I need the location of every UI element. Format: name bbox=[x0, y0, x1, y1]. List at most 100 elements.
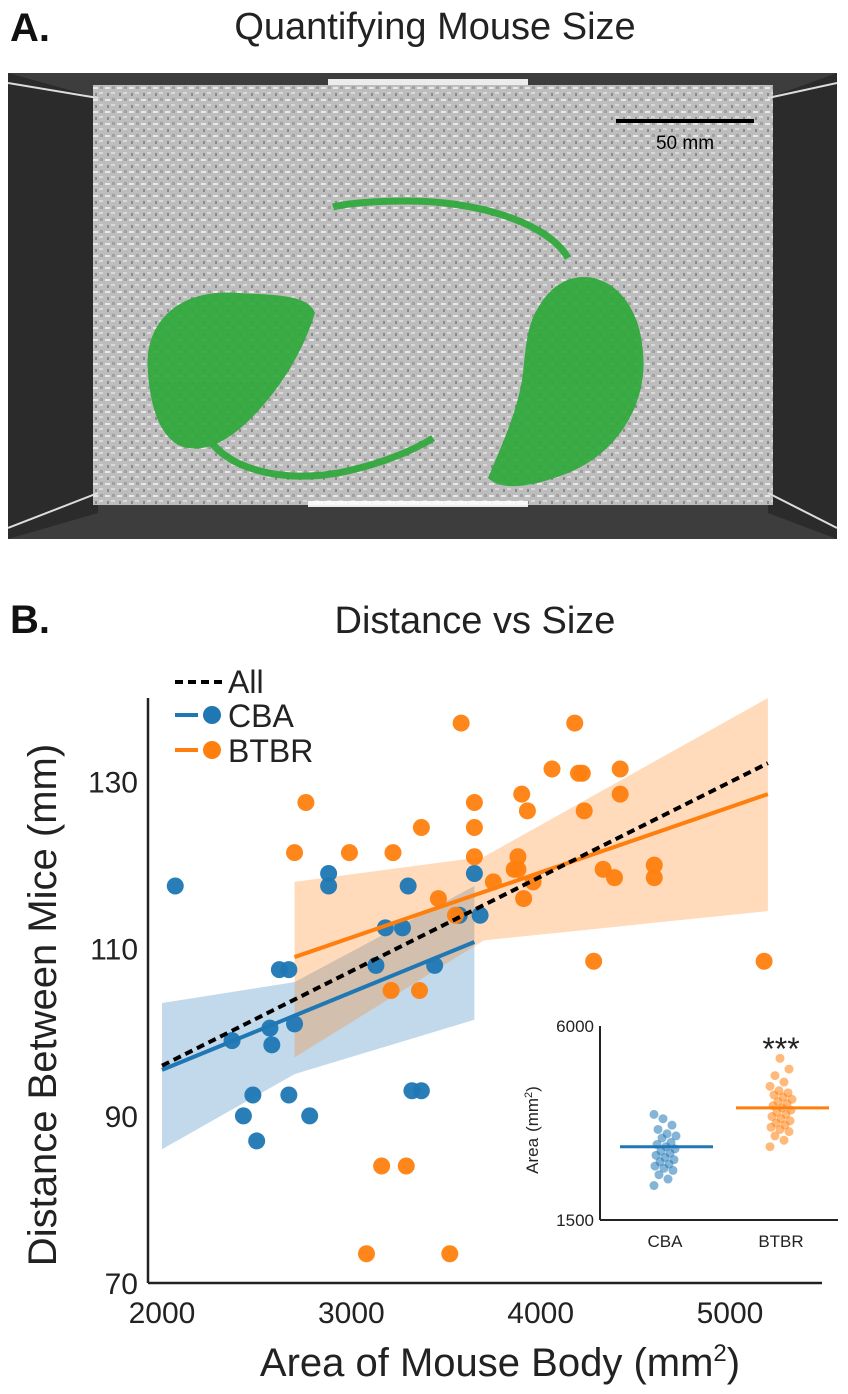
y-tick-label: 90 bbox=[105, 1101, 138, 1134]
btbr-data-point bbox=[611, 785, 629, 803]
cba-data-point bbox=[248, 1132, 266, 1150]
btbr-data-point bbox=[357, 1245, 375, 1263]
main-axes bbox=[146, 698, 822, 1285]
y-tick-label: 110 bbox=[90, 934, 138, 967]
legend-btbr-marker bbox=[203, 741, 221, 759]
x-tick-label: 4000 bbox=[507, 1297, 574, 1330]
btbr-data-point bbox=[384, 844, 402, 862]
btbr-data-point bbox=[452, 714, 470, 732]
btbr-data-point bbox=[518, 802, 536, 820]
btbr-inset-point bbox=[765, 1081, 775, 1091]
btbr-data-point bbox=[410, 982, 428, 999]
btbr-data-point bbox=[465, 819, 483, 837]
btbr-data-point bbox=[645, 856, 663, 874]
scale-bar-label: 50 mm bbox=[656, 133, 714, 154]
btbr-inset-point bbox=[775, 1053, 785, 1063]
x-axis-label: Area of Mouse Body (mm2) bbox=[260, 1340, 740, 1385]
inset-category-label: BTBR bbox=[758, 1232, 803, 1251]
x-tick-label: 3000 bbox=[318, 1297, 385, 1330]
inset-y-axis-label: Area(mm2) bbox=[523, 1086, 542, 1174]
cba-data-point bbox=[393, 919, 411, 937]
panel-a-title: Quantifying Mouse Size bbox=[234, 6, 636, 48]
panel-b-letter: B. bbox=[10, 598, 50, 642]
cba-inset-point bbox=[658, 1114, 668, 1124]
btbr-data-point bbox=[611, 760, 629, 778]
btbr-data-point bbox=[373, 1157, 391, 1175]
y-tick-label: 70 bbox=[105, 1268, 138, 1301]
legend-cba-label: CBA bbox=[228, 698, 294, 734]
cba-data-point bbox=[465, 865, 483, 882]
btbr-data-point bbox=[509, 848, 527, 866]
btbr-data-point bbox=[513, 785, 531, 803]
btbr-data-point bbox=[543, 760, 561, 778]
btbr-inset-point bbox=[784, 1127, 794, 1137]
legend-cba-marker bbox=[203, 706, 221, 724]
cba-data-point bbox=[286, 1015, 304, 1033]
cba-data-point bbox=[320, 865, 338, 882]
cba-inset-point bbox=[649, 1181, 659, 1191]
btbr-data-point bbox=[755, 952, 773, 970]
cba-inset-point bbox=[662, 1129, 672, 1139]
cba-data-point bbox=[263, 1036, 281, 1054]
arena-photo-drawing: 50 mm bbox=[8, 73, 837, 539]
x-tick-label: 5000 bbox=[697, 1297, 764, 1330]
btbr-data-point bbox=[585, 952, 603, 970]
btbr-inset-point bbox=[779, 1135, 789, 1145]
btbr-inset-point bbox=[783, 1088, 793, 1098]
legend: All CBA BTBR bbox=[175, 664, 313, 769]
btbr-regression-line bbox=[293, 792, 769, 959]
cba-data-point bbox=[234, 1107, 252, 1125]
cba-data-point bbox=[399, 877, 417, 895]
inset-y-tick-label: 6000 bbox=[556, 1017, 594, 1036]
btbr-data-point bbox=[382, 982, 400, 999]
cba-data-point bbox=[280, 1086, 298, 1104]
legend-all-label: All bbox=[228, 664, 264, 700]
y-axis-label: Distance Between Mice (mm) bbox=[21, 744, 65, 1266]
cba-inset-point bbox=[649, 1109, 659, 1119]
cba-inset-point bbox=[669, 1155, 679, 1165]
cba-inset-point bbox=[654, 1170, 664, 1180]
cba-data-point bbox=[471, 906, 489, 924]
cba-data-point bbox=[412, 1082, 430, 1100]
btbr-data-point bbox=[515, 890, 533, 908]
btbr-data-point bbox=[566, 714, 584, 732]
btbr-data-point bbox=[412, 819, 430, 837]
cba-data-point bbox=[280, 961, 298, 979]
btbr-data-point bbox=[606, 869, 624, 887]
btbr-data-point bbox=[397, 1157, 415, 1175]
btbr-data-point bbox=[575, 802, 593, 820]
btbr-inset-point bbox=[787, 1094, 797, 1104]
btbr-inset-point bbox=[770, 1131, 780, 1141]
all-regression-line bbox=[161, 761, 769, 1068]
btbr-data-point bbox=[645, 869, 663, 887]
btbr-data-point bbox=[297, 793, 315, 811]
legend-btbr-label: BTBR bbox=[228, 733, 313, 769]
cba-inset-point bbox=[666, 1137, 676, 1147]
btbr-data-point bbox=[446, 906, 464, 924]
mouse-left-mask bbox=[147, 292, 435, 480]
led-strip-bottom bbox=[308, 501, 528, 507]
significance-annotation: *** bbox=[762, 1031, 799, 1067]
btbr-inset-point bbox=[770, 1071, 780, 1081]
cba-confidence-band bbox=[162, 886, 475, 1150]
mouse-right-mask bbox=[332, 197, 644, 487]
cba-data-point bbox=[301, 1107, 319, 1125]
cba-data-point bbox=[320, 877, 338, 895]
panel-b-title: Distance vs Size bbox=[334, 600, 616, 642]
cba-regression-line bbox=[161, 940, 476, 1072]
cba-inset-point bbox=[667, 1120, 677, 1130]
btbr-data-point bbox=[340, 844, 358, 862]
btbr-data-point bbox=[465, 848, 483, 866]
area-inset-chart: 1500 6000 CBA BTBR Area(mm2) *** bbox=[515, 1010, 838, 1251]
cba-data-point bbox=[166, 877, 184, 895]
panel-a-letter: A. bbox=[10, 6, 50, 50]
btbr-data-point bbox=[441, 1245, 459, 1263]
distance-vs-size-chart: 2000 3000 4000 5000 70 90 110 130 Area of Mouse… bbox=[21, 664, 838, 1385]
arena-photo: 50 mm bbox=[8, 73, 837, 539]
inset-y-tick-label: 1500 bbox=[556, 1211, 594, 1230]
btbr-inset-point bbox=[784, 1064, 794, 1074]
cba-inset-point bbox=[668, 1165, 678, 1175]
btbr-inset-point bbox=[779, 1077, 789, 1087]
x-tick-label: 2000 bbox=[129, 1297, 196, 1330]
led-strip-top bbox=[328, 79, 528, 85]
